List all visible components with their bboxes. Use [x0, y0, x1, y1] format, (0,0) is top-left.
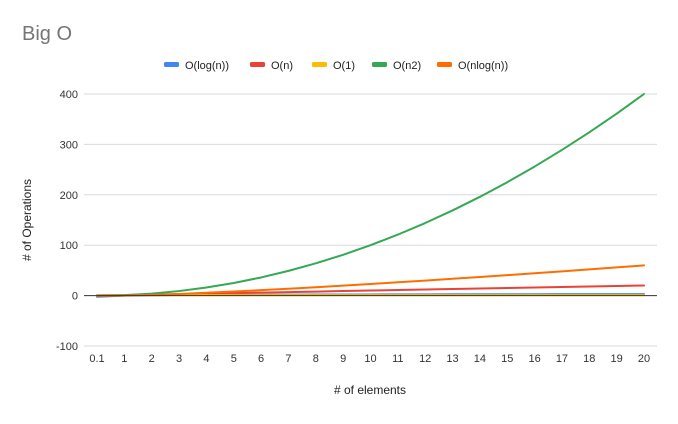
x-axis-title: # of elements: [334, 383, 406, 397]
legend-label: O(n): [271, 60, 293, 72]
x-tick-label: 12: [419, 353, 431, 365]
x-tick-label: 2: [149, 353, 155, 365]
x-tick-label: 14: [474, 353, 486, 365]
y-tick-label: 100: [60, 240, 78, 252]
y-tick-label: 0: [72, 291, 78, 303]
x-axis-ticks: 0.1 1 2 3 4 5 6 7 8 9 10 11 12 13 14 15 16 17 18 19 20: [89, 353, 650, 365]
x-tick-label: 19: [611, 353, 623, 365]
series-lines: [96, 93, 645, 298]
x-tick-label: 11: [392, 353, 403, 365]
x-tick-label: 18: [583, 353, 595, 365]
y-tick-label: 200: [60, 190, 78, 202]
x-tick-label: 1: [121, 353, 127, 365]
legend: O(log(n)) O(n) O(1) O(n2) O(nlog(n)): [164, 60, 508, 72]
legend-label: O(1): [333, 60, 355, 72]
x-tick-label: 6: [258, 353, 264, 365]
legend-swatch: [250, 62, 265, 67]
x-tick-label: 3: [176, 353, 182, 365]
y-axis-title: # of Operations: [20, 179, 34, 261]
legend-swatch: [312, 62, 327, 67]
x-tick-label: 0.1: [89, 353, 104, 365]
x-tick-label: 5: [231, 353, 237, 365]
chart-title: Big O: [22, 23, 72, 45]
x-tick-label: 20: [638, 353, 650, 365]
x-tick-label: 8: [313, 353, 319, 365]
x-tick-label: 13: [446, 353, 458, 365]
legend-label: O(nlog(n)): [458, 60, 508, 72]
gridlines: [84, 93, 657, 347]
x-tick-label: 10: [364, 353, 376, 365]
x-tick-label: 16: [528, 353, 540, 365]
y-tick-label: -100: [56, 341, 78, 353]
legend-swatch: [372, 62, 387, 67]
y-tick-label: 400: [60, 89, 78, 101]
y-axis-ticks: -100 0 100 200 300 400: [56, 89, 78, 353]
legend-swatch: [437, 62, 452, 67]
legend-label: O(log(n)): [185, 60, 229, 72]
x-tick-label: 15: [501, 353, 513, 365]
x-tick-label: 9: [340, 353, 346, 365]
legend-label: O(n2): [393, 60, 421, 72]
x-tick-label: 17: [556, 353, 568, 365]
y-tick-label: 300: [60, 139, 78, 151]
legend-swatch: [164, 62, 179, 67]
x-tick-label: 7: [285, 353, 291, 365]
series-line-4: [96, 264, 645, 297]
x-tick-label: 4: [203, 353, 209, 365]
series-line-3: [96, 93, 645, 297]
